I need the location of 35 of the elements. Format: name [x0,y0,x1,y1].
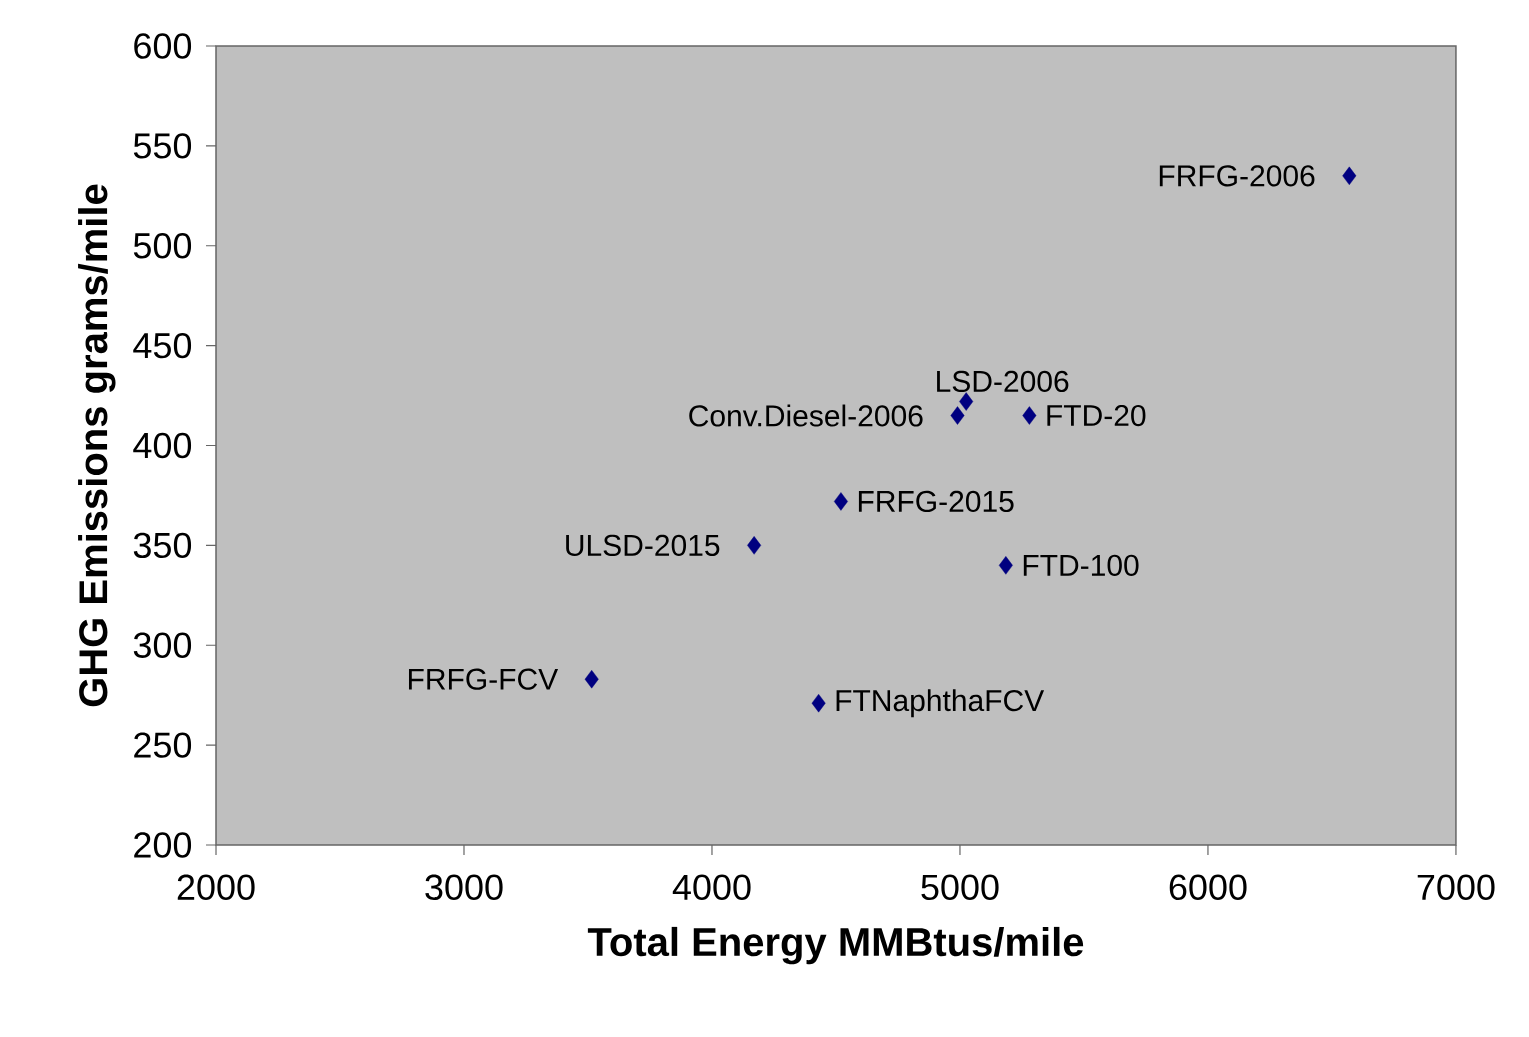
point [998,556,1013,575]
annotation: FRFG-2006 [1159,165,1315,187]
point [959,392,974,411]
point [1342,166,1357,186]
point [833,492,848,511]
y-tick-label: 400 [133,432,192,459]
point [950,406,965,425]
y-tick-label: 250 [134,732,192,758]
point [1022,406,1037,425]
x-tick-label: 3000 [425,874,503,901]
annotation: ULSD-2015 [566,534,720,556]
x-tick-label: 2000 [177,874,255,901]
y-tick-label: 300 [133,632,192,658]
point [747,536,762,555]
point [811,693,826,713]
x-tick-label: 6000 [1169,874,1247,901]
y-tick-label: 200 [134,832,192,858]
y-tick-label: 450 [133,332,192,359]
y-axis-title: GHG Emissions grams/mile [78,184,116,707]
y-tick-label: 600 [134,33,192,59]
x-axis-title: Total Energy MMBtus/mile [587,926,1084,965]
point [584,670,599,689]
annotation: Conv.Diesel-2006 [689,404,923,427]
x-tick-label: 4000 [672,874,751,901]
annotation: LSD-2006 [937,370,1069,393]
y-tick-label: 350 [133,532,192,559]
y-tick-label: 500 [133,233,192,259]
annotation: FRFG-FCV [408,668,559,690]
y-tick-label: 550 [133,133,192,159]
x-tick-label: 5000 [921,874,999,901]
annotation: FTD-100 [1023,554,1139,576]
annotation: FRFG-2015 [858,490,1014,513]
x-tick-label: 7000 [1417,874,1495,901]
annotation: FTD-20 [1047,404,1146,427]
annotation: FTNaphthaFCV [836,689,1045,718]
